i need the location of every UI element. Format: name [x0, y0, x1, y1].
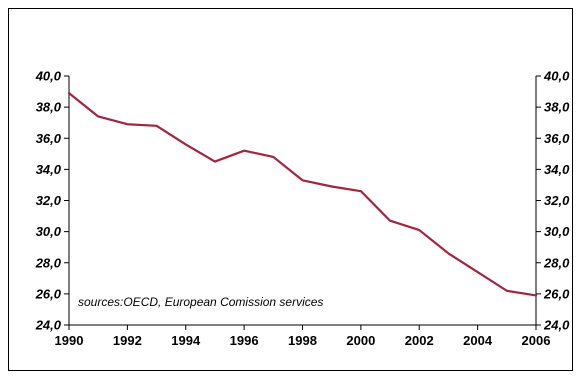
series-point [97, 115, 99, 118]
series-point [447, 252, 450, 255]
x-tick-label: 2006 [522, 333, 551, 348]
left-y-tick-label: 28,0 [35, 255, 62, 270]
x-tick-label: 2004 [463, 333, 493, 348]
series-point [214, 160, 216, 163]
series-point [506, 289, 508, 292]
right-y-tick-label: 26,0 [543, 286, 570, 301]
x-tick-label: 1996 [230, 333, 259, 348]
right-y-tick-label: 38,0 [544, 100, 570, 115]
left-y-axis-ticks: 24,0 26,0 28,0 30,0 32,0 34,0 36,0 38,0 40,0 [35, 69, 69, 333]
left-y-tick-label: 40,0 [35, 69, 62, 84]
left-y-tick-label: 24,0 [35, 318, 62, 333]
series-point [535, 294, 537, 297]
x-tick-label: 2002 [405, 333, 434, 348]
chart-frame [8, 8, 573, 371]
right-y-tick-label: 40,0 [543, 69, 570, 84]
x-tick-label: 1992 [113, 333, 142, 348]
right-y-tick-label: 36,0 [544, 131, 570, 146]
series-point [184, 143, 187, 146]
x-tick-label: 1994 [171, 333, 201, 348]
right-y-tick-label: 24,0 [543, 318, 570, 333]
right-y-tick-label: 32,0 [544, 193, 570, 208]
series-point [68, 92, 70, 94]
series-point [272, 156, 275, 158]
series-point [418, 229, 421, 231]
x-tick-label: 1990 [55, 333, 84, 348]
right-y-axis-ticks: 24,0 26,0 28,0 30,0 32,0 34,0 36,0 38,0 40,0 [536, 69, 570, 333]
series-point [476, 271, 479, 273]
series-point [389, 219, 391, 222]
left-y-tick-label: 38,0 [36, 100, 62, 115]
left-y-tick-label: 26,0 [35, 286, 62, 301]
left-y-tick-label: 32,0 [36, 193, 62, 208]
series-point [330, 185, 333, 188]
series-point [155, 125, 158, 127]
right-y-tick-label: 30,0 [544, 224, 570, 239]
left-y-tick-label: 30,0 [36, 224, 62, 239]
series-point [243, 149, 245, 152]
x-tick-label: 1998 [288, 333, 317, 348]
series-points [68, 92, 537, 297]
x-axis-ticks: 1990 1992 1994 1996 1998 2000 2002 2004 2006 [55, 325, 551, 348]
right-y-tick-label: 28,0 [543, 255, 570, 270]
right-y-tick-label: 34,0 [544, 162, 570, 177]
series-point [301, 179, 304, 182]
left-y-tick-label: 36,0 [36, 131, 62, 146]
series-point [126, 123, 129, 126]
source-annotation: sources:OECD, European Comission service… [78, 295, 323, 309]
x-tick-label: 2000 [346, 333, 375, 348]
left-y-tick-label: 34,0 [36, 162, 62, 177]
series-point [360, 190, 362, 192]
